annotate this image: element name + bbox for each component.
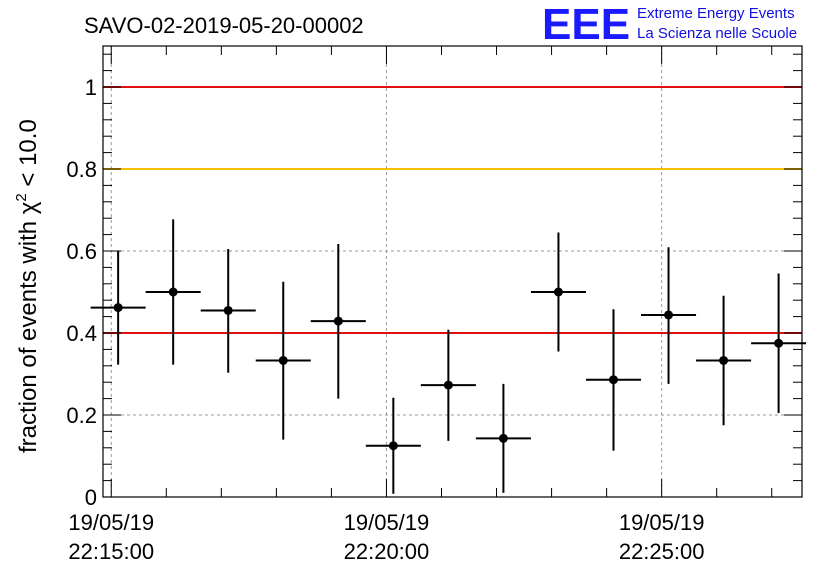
y-tick-labels: 0 0.2 0.4 0.6 0.8 1 (66, 75, 97, 510)
y-tick-label: 0.6 (66, 239, 97, 264)
data-point (255, 281, 311, 440)
point-marker (333, 316, 343, 326)
point-marker (443, 380, 453, 390)
data-point (90, 251, 146, 365)
x-tick-date: 19/05/19 (619, 510, 705, 535)
axes (102, 45, 803, 498)
logo-line-2: La Scienza nelle Scuole (637, 25, 797, 42)
y-tick-label: 0 (85, 485, 97, 510)
y-tick-label: 0.8 (66, 157, 97, 182)
x-tick-time: 22:20:00 (344, 539, 430, 564)
data-point (365, 397, 421, 494)
x-tick-date: 19/05/19 (68, 510, 154, 535)
data-point (751, 273, 807, 413)
x-tick-time: 22:25:00 (619, 539, 705, 564)
chart-title: SAVO-02-2019-05-20-00002 (84, 13, 364, 38)
x-tick-labels: 19/05/1922:15:0019/05/1922:20:0019/05/19… (68, 510, 704, 564)
y-axis-title-tail: < 10.0 (15, 119, 42, 193)
x-tick-label: 19/05/19 22:25:00 (619, 510, 705, 564)
y-axis-title-main: fraction of events with χ (15, 201, 42, 453)
x-tick-label: 19/05/19 22:15:00 (68, 510, 154, 564)
data-point (420, 329, 476, 441)
point-marker (278, 355, 288, 365)
y-tick-label: 0.2 (66, 403, 97, 428)
data-point (145, 219, 201, 365)
point-marker (664, 310, 674, 320)
y-axis-title: fraction of events with χ2 < 10.0 (13, 119, 42, 453)
point-marker (719, 355, 729, 365)
point-marker (774, 338, 784, 348)
point-marker (168, 287, 178, 297)
x-tick-date: 19/05/19 (344, 510, 430, 535)
data-point (585, 309, 642, 451)
y-tick-label: 0.4 (66, 321, 97, 346)
logo-mark: EEE (542, 0, 630, 49)
data-points (90, 219, 807, 494)
y-tick-label: 1 (85, 75, 97, 100)
reference-lines (103, 86, 802, 334)
point-marker (498, 433, 508, 443)
point-marker (388, 441, 398, 451)
data-point (310, 244, 366, 399)
logo-line-1: Extreme Energy Events (637, 5, 795, 22)
point-marker (608, 375, 618, 385)
point-marker (553, 287, 563, 297)
data-point (200, 248, 256, 373)
data-point (475, 383, 531, 493)
eee-logo: EEE Extreme Energy Events La Scienza nel… (542, 0, 797, 49)
x-tick-time: 22:15:00 (68, 539, 154, 564)
data-point (530, 232, 586, 352)
x-tick-label: 19/05/19 22:20:00 (344, 510, 430, 564)
data-point (696, 295, 752, 426)
point-marker (113, 303, 123, 313)
grid-lines (103, 46, 802, 497)
y-axis-title-sup: 2 (13, 193, 30, 201)
plot-frame (102, 45, 803, 498)
point-marker (223, 305, 233, 315)
data-point (641, 247, 697, 384)
